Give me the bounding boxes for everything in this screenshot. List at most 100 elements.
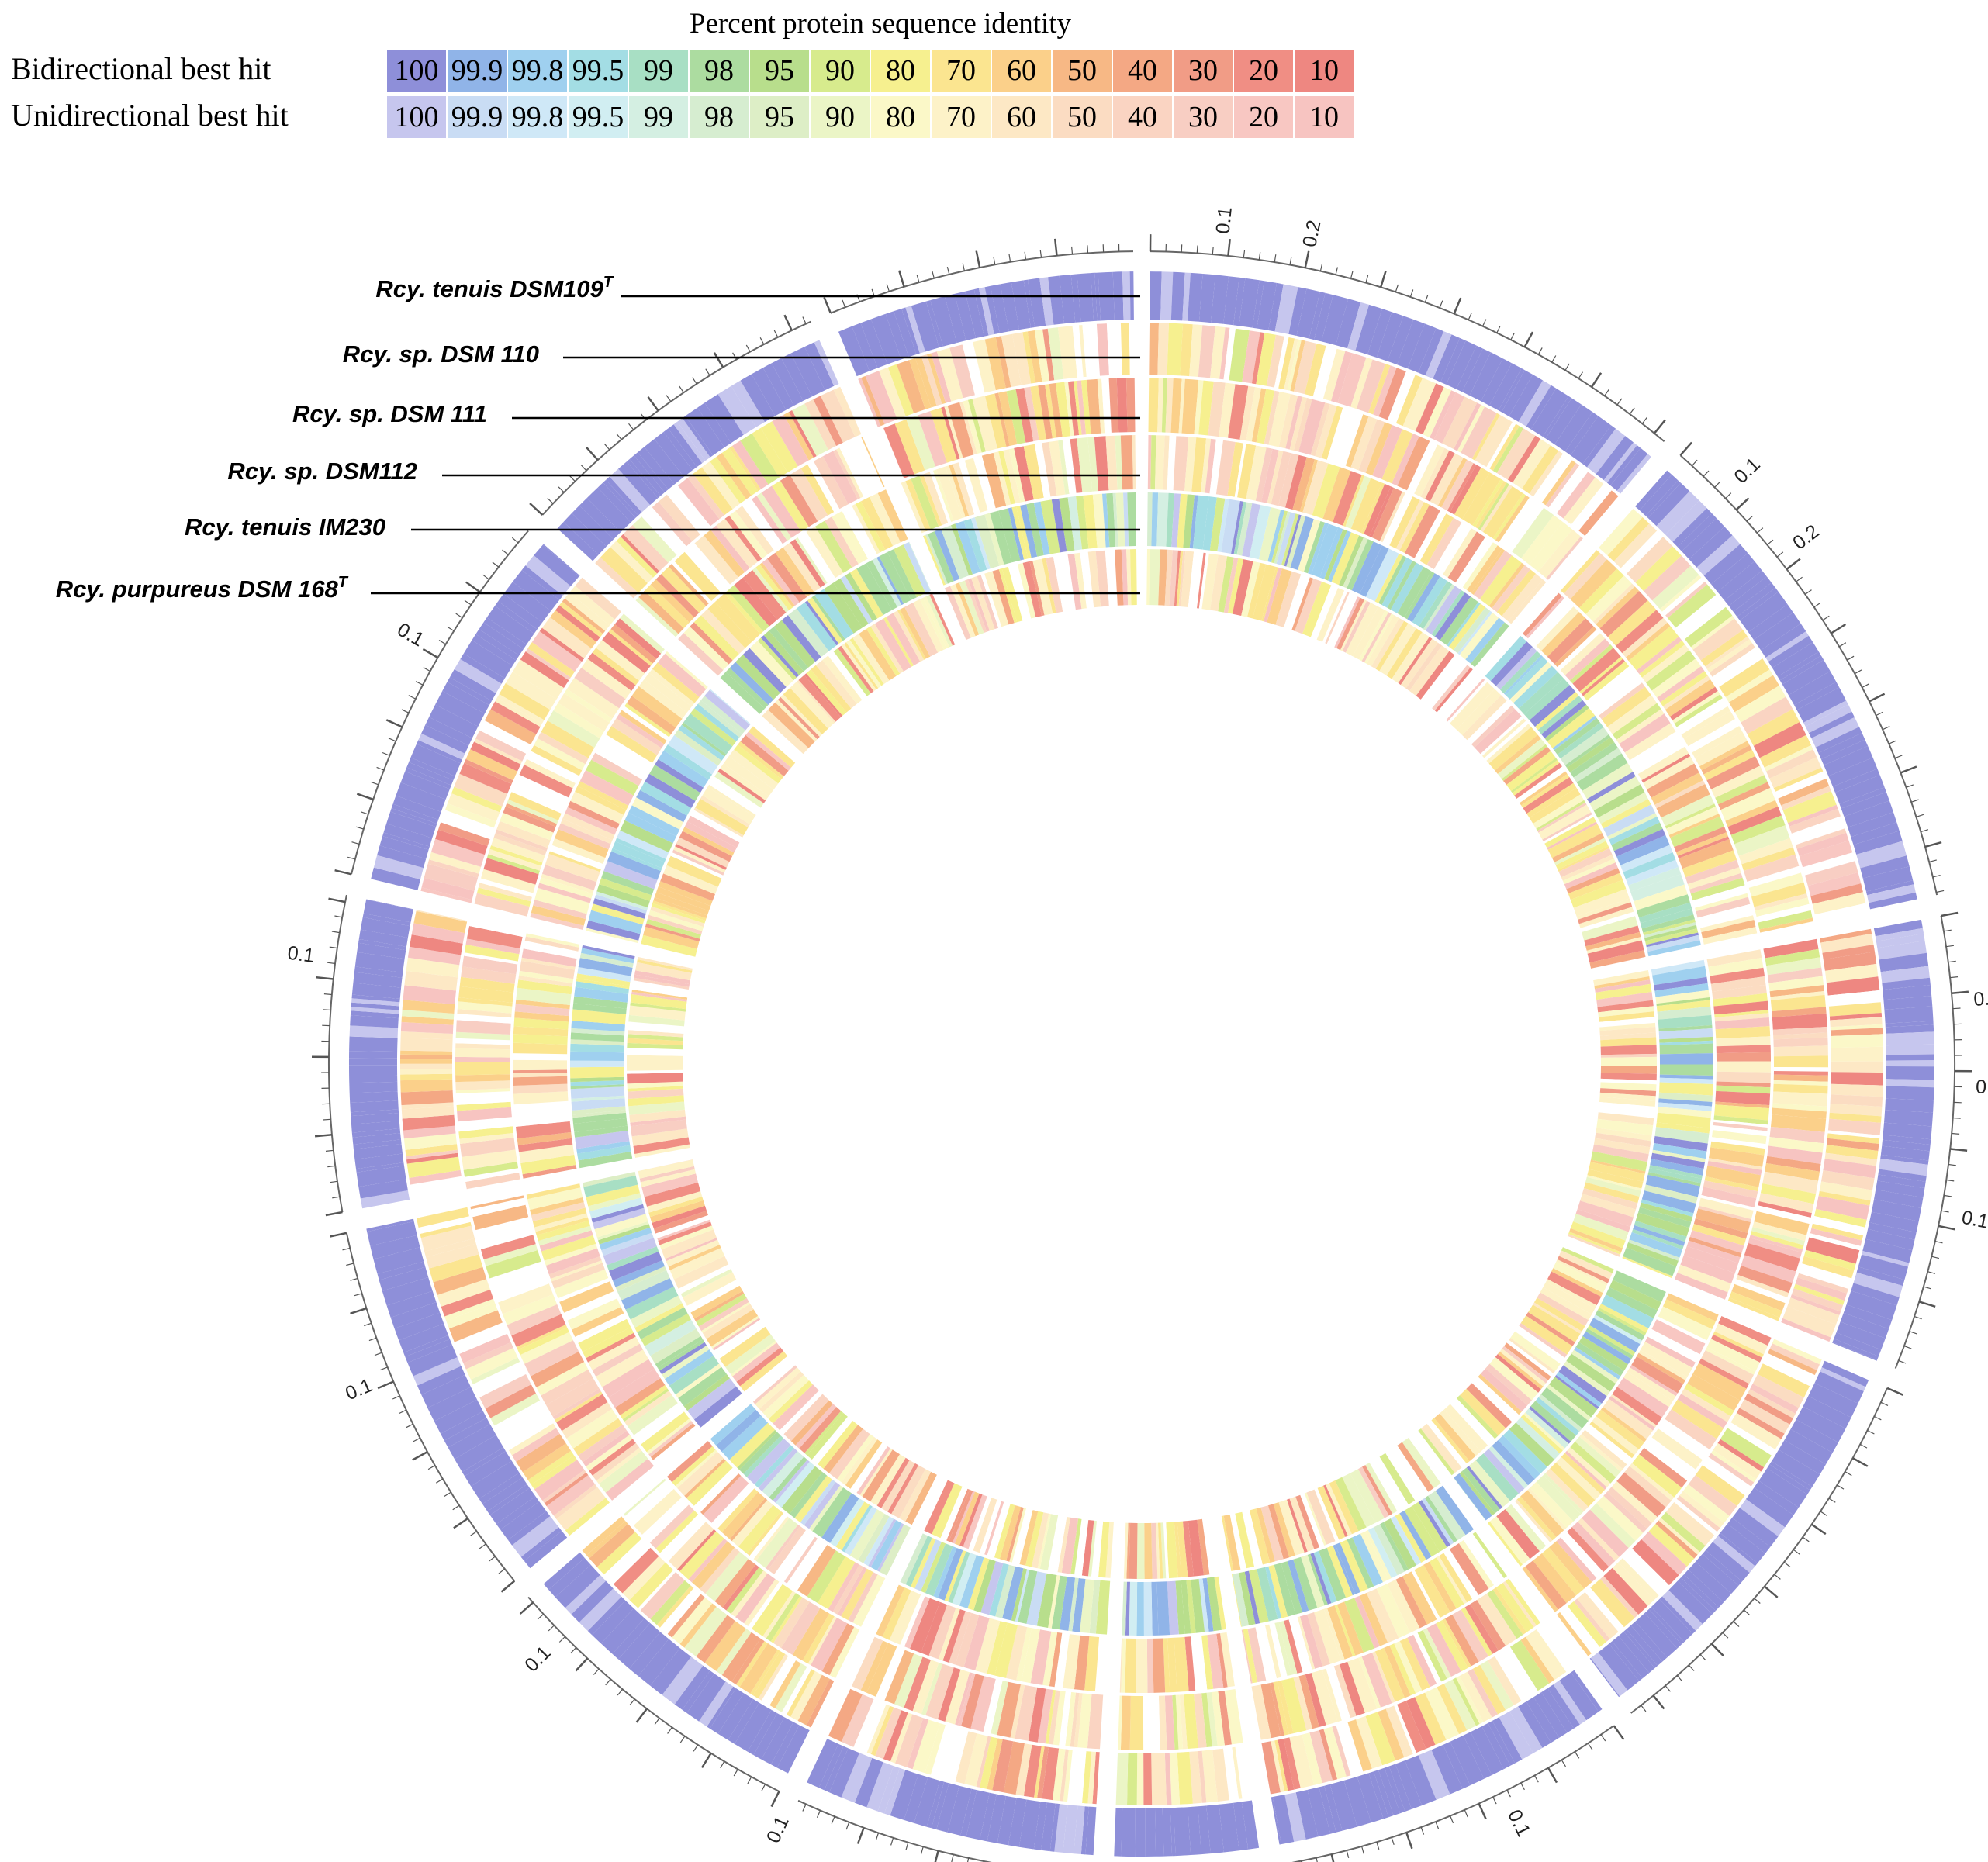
axis-minor-tick bbox=[1699, 1654, 1706, 1661]
axis-major-tick bbox=[1924, 841, 1942, 848]
axis-minor-tick bbox=[435, 1478, 444, 1484]
axis-minor-tick bbox=[1945, 945, 1954, 948]
axis-minor-tick bbox=[1087, 245, 1089, 254]
axis-major-tick bbox=[453, 1517, 468, 1529]
axis-minor-tick bbox=[413, 1437, 420, 1442]
axis-minor-tick bbox=[489, 1556, 496, 1562]
axis-minor-tick bbox=[361, 811, 368, 815]
axis-minor-tick bbox=[1574, 1751, 1580, 1759]
axis-arc bbox=[1630, 1387, 1889, 1714]
axis-tick-label: 0.1 bbox=[393, 619, 427, 651]
axis-minor-tick bbox=[1071, 246, 1074, 254]
axis-minor-tick bbox=[1492, 1796, 1497, 1805]
axis-arc bbox=[1291, 1725, 1615, 1862]
legend-swatch-label: 95 bbox=[765, 54, 794, 87]
axis-arc bbox=[345, 1232, 516, 1582]
axis-major-tick bbox=[1918, 1301, 1936, 1308]
legend-swatch-label: 99.5 bbox=[572, 54, 624, 87]
axis-major-tick bbox=[1941, 911, 1959, 917]
axis-minor-tick bbox=[617, 1688, 624, 1696]
axis-minor-tick bbox=[1722, 1632, 1729, 1639]
axis-minor-tick bbox=[1506, 1790, 1511, 1798]
axis-arc bbox=[830, 250, 1134, 314]
axis-major-tick bbox=[1304, 250, 1310, 268]
axis-minor-tick bbox=[1420, 1826, 1425, 1835]
legend-swatch bbox=[1053, 96, 1112, 138]
track-label-text: Rcy. sp. DSM 110 bbox=[343, 340, 539, 368]
axis-minor-tick bbox=[1927, 1271, 1936, 1274]
axis-major-tick bbox=[1735, 497, 1750, 511]
axis-minor-tick bbox=[720, 1760, 725, 1769]
track-label-5: Rcy. tenuis IM230 bbox=[185, 513, 1140, 541]
axis-minor-tick bbox=[932, 270, 935, 278]
axis-minor-tick bbox=[502, 549, 509, 555]
axis-arc bbox=[541, 320, 812, 516]
axis-minor-tick bbox=[1783, 1561, 1791, 1567]
axis-major-tick bbox=[1227, 238, 1231, 257]
axis-minor-tick bbox=[511, 537, 519, 544]
legend-swatch-label: 10 bbox=[1309, 54, 1339, 87]
legend-swatch-label: 50 bbox=[1067, 101, 1097, 133]
axis-minor-tick bbox=[1496, 326, 1501, 333]
axis-minor-tick bbox=[666, 395, 672, 402]
axis-major-tick bbox=[713, 352, 724, 368]
axis-minor-tick bbox=[1688, 1664, 1695, 1671]
legend-swatch-label: 95 bbox=[765, 101, 794, 133]
axis-major-tick bbox=[314, 1134, 333, 1138]
axis-minor-tick bbox=[1743, 1609, 1751, 1616]
genome-ring-5 bbox=[569, 492, 1714, 1636]
axis-tick-label: 0.2 bbox=[1789, 520, 1824, 554]
legend-swatch bbox=[448, 50, 507, 92]
axis-minor-tick bbox=[628, 423, 634, 430]
axis-minor-tick bbox=[1756, 527, 1764, 534]
axis-minor-tick bbox=[482, 574, 489, 580]
legend-row-label-bidirectional: Bidirectional best hit bbox=[11, 51, 271, 86]
axis-major-tick bbox=[1653, 419, 1666, 434]
axis-minor-tick bbox=[1258, 252, 1261, 261]
axis-minor-tick bbox=[1910, 799, 1919, 803]
axis-major-tick bbox=[1763, 1585, 1779, 1598]
axis-major-tick bbox=[316, 976, 334, 980]
legend-swatch bbox=[690, 50, 749, 92]
axis-tick-label: 0.1 bbox=[762, 1813, 793, 1846]
axis-minor-tick bbox=[886, 284, 890, 292]
axis-major-tick bbox=[1950, 1148, 1968, 1152]
axis-minor-tick bbox=[1898, 1359, 1907, 1364]
axis-minor-tick bbox=[1551, 355, 1557, 363]
axis-minor-tick bbox=[993, 257, 996, 265]
axis-minor-tick bbox=[1746, 515, 1753, 522]
axis-minor-tick bbox=[1774, 1574, 1781, 1580]
axis-minor-tick bbox=[745, 344, 751, 352]
axis-tick-label: 0.1 bbox=[1730, 454, 1764, 488]
axis-minor-tick bbox=[705, 368, 710, 376]
axis-major-tick bbox=[1478, 1803, 1487, 1820]
axis-minor-tick bbox=[1376, 1842, 1380, 1850]
axis-minor-tick bbox=[916, 275, 920, 283]
legend-swatch-label: 99.8 bbox=[512, 54, 564, 87]
axis-minor-tick bbox=[831, 1816, 835, 1824]
axis-minor-tick bbox=[438, 639, 446, 645]
legend-swatch bbox=[992, 50, 1051, 92]
axis-minor-tick bbox=[1424, 295, 1429, 302]
axis-minor-tick bbox=[802, 1804, 807, 1812]
axis-minor-tick bbox=[1882, 726, 1890, 731]
axis-major-tick bbox=[1951, 990, 1969, 994]
axis-major-tick bbox=[356, 793, 374, 800]
legend-swatch bbox=[1295, 96, 1354, 138]
axis-minor-tick bbox=[548, 1625, 555, 1632]
axis-minor-tick bbox=[1629, 407, 1635, 415]
axis-minor-tick bbox=[498, 1568, 506, 1574]
axis-minor-tick bbox=[1725, 492, 1732, 499]
track-label-text: Rcy. tenuis DSM109T bbox=[375, 274, 614, 302]
axis-minor-tick bbox=[1703, 470, 1710, 477]
axis-minor-tick bbox=[415, 681, 424, 686]
axis-minor-tick bbox=[1916, 814, 1924, 817]
axis-minor-tick bbox=[1691, 459, 1698, 467]
axis-major-tick bbox=[823, 296, 832, 314]
axis-minor-tick bbox=[1854, 669, 1862, 675]
axis-minor-tick bbox=[905, 1842, 909, 1850]
axis-major-tick bbox=[1679, 441, 1692, 456]
axis-minor-tick bbox=[325, 1149, 334, 1152]
legend-swatch-label: 20 bbox=[1249, 54, 1278, 87]
axis-minor-tick bbox=[346, 1263, 354, 1266]
